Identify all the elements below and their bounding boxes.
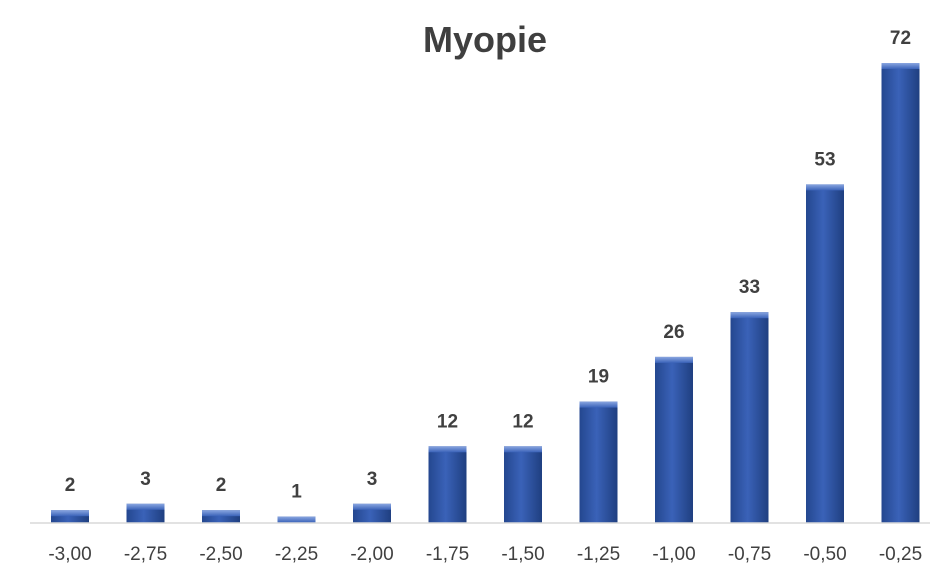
bar-cap-5 bbox=[428, 446, 467, 453]
data-label-5: 12 bbox=[437, 411, 458, 432]
x-tick-label-7: -1,25 bbox=[577, 544, 620, 565]
bar-body-5 bbox=[428, 446, 467, 523]
x-tick-label-0: -3,00 bbox=[48, 544, 91, 565]
bar-cap-6 bbox=[504, 446, 542, 453]
data-label-2: 2 bbox=[216, 475, 227, 496]
bar-cap-9 bbox=[730, 312, 769, 319]
bar-0 bbox=[51, 510, 89, 523]
bar-body-11 bbox=[881, 63, 920, 523]
bar-5 bbox=[428, 446, 467, 523]
bar-3 bbox=[277, 516, 316, 523]
chart-title: Myopie bbox=[423, 19, 547, 60]
bar-cap-2 bbox=[202, 510, 240, 517]
bar-cap-7 bbox=[579, 401, 618, 408]
data-label-3: 1 bbox=[291, 482, 302, 503]
data-label-11: 72 bbox=[890, 28, 911, 49]
bar-8 bbox=[655, 356, 693, 523]
bar-body-9 bbox=[730, 312, 769, 523]
bar-cap-8 bbox=[655, 356, 693, 363]
bars-layer bbox=[51, 63, 920, 523]
x-tick-label-6: -1,50 bbox=[501, 544, 544, 565]
bar-body-8 bbox=[655, 356, 693, 523]
data-label-6: 12 bbox=[512, 411, 533, 432]
data-label-9: 33 bbox=[739, 277, 760, 298]
data-labels-layer: 2 3 2 1 3 12 12 19 26 33 53 72 bbox=[65, 28, 911, 503]
data-label-4: 3 bbox=[367, 469, 378, 490]
data-label-0: 2 bbox=[65, 475, 76, 496]
bar-2 bbox=[202, 510, 240, 523]
bar-cap-0 bbox=[51, 510, 89, 517]
x-tick-label-3: -2,25 bbox=[275, 544, 318, 565]
x-tick-label-11: -0,25 bbox=[879, 544, 922, 565]
x-tick-labels-layer: -3,00 -2,75 -2,50 -2,25 -2,00 -1,75 -1,50 -1,25… bbox=[48, 544, 922, 565]
bar-cap-3 bbox=[277, 516, 316, 523]
data-label-8: 26 bbox=[663, 322, 684, 343]
x-tick-label-8: -1,00 bbox=[652, 544, 695, 565]
bar-7 bbox=[579, 401, 618, 523]
x-tick-label-9: -0,75 bbox=[728, 544, 771, 565]
x-tick-label-1: -2,75 bbox=[124, 544, 167, 565]
bar-cap-1 bbox=[126, 503, 165, 510]
data-label-7: 19 bbox=[588, 367, 609, 388]
bar-body-7 bbox=[579, 401, 618, 523]
x-tick-label-5: -1,75 bbox=[426, 544, 469, 565]
bar-1 bbox=[126, 503, 165, 523]
data-label-1: 3 bbox=[140, 469, 151, 490]
bar-cap-11 bbox=[881, 63, 920, 69]
bar-cap-10 bbox=[806, 184, 844, 191]
bar-body-10 bbox=[806, 184, 844, 523]
bar-4 bbox=[353, 503, 391, 523]
bar-cap-4 bbox=[353, 503, 391, 510]
x-tick-label-10: -0,50 bbox=[803, 544, 846, 565]
bar-10 bbox=[806, 184, 844, 523]
x-tick-label-4: -2,00 bbox=[350, 544, 393, 565]
x-tick-label-2: -2,50 bbox=[199, 544, 242, 565]
bar-6 bbox=[504, 446, 542, 523]
bar-body-6 bbox=[504, 446, 542, 523]
bar-9 bbox=[730, 312, 769, 523]
data-label-10: 53 bbox=[814, 149, 835, 170]
bar-11 bbox=[881, 63, 920, 523]
